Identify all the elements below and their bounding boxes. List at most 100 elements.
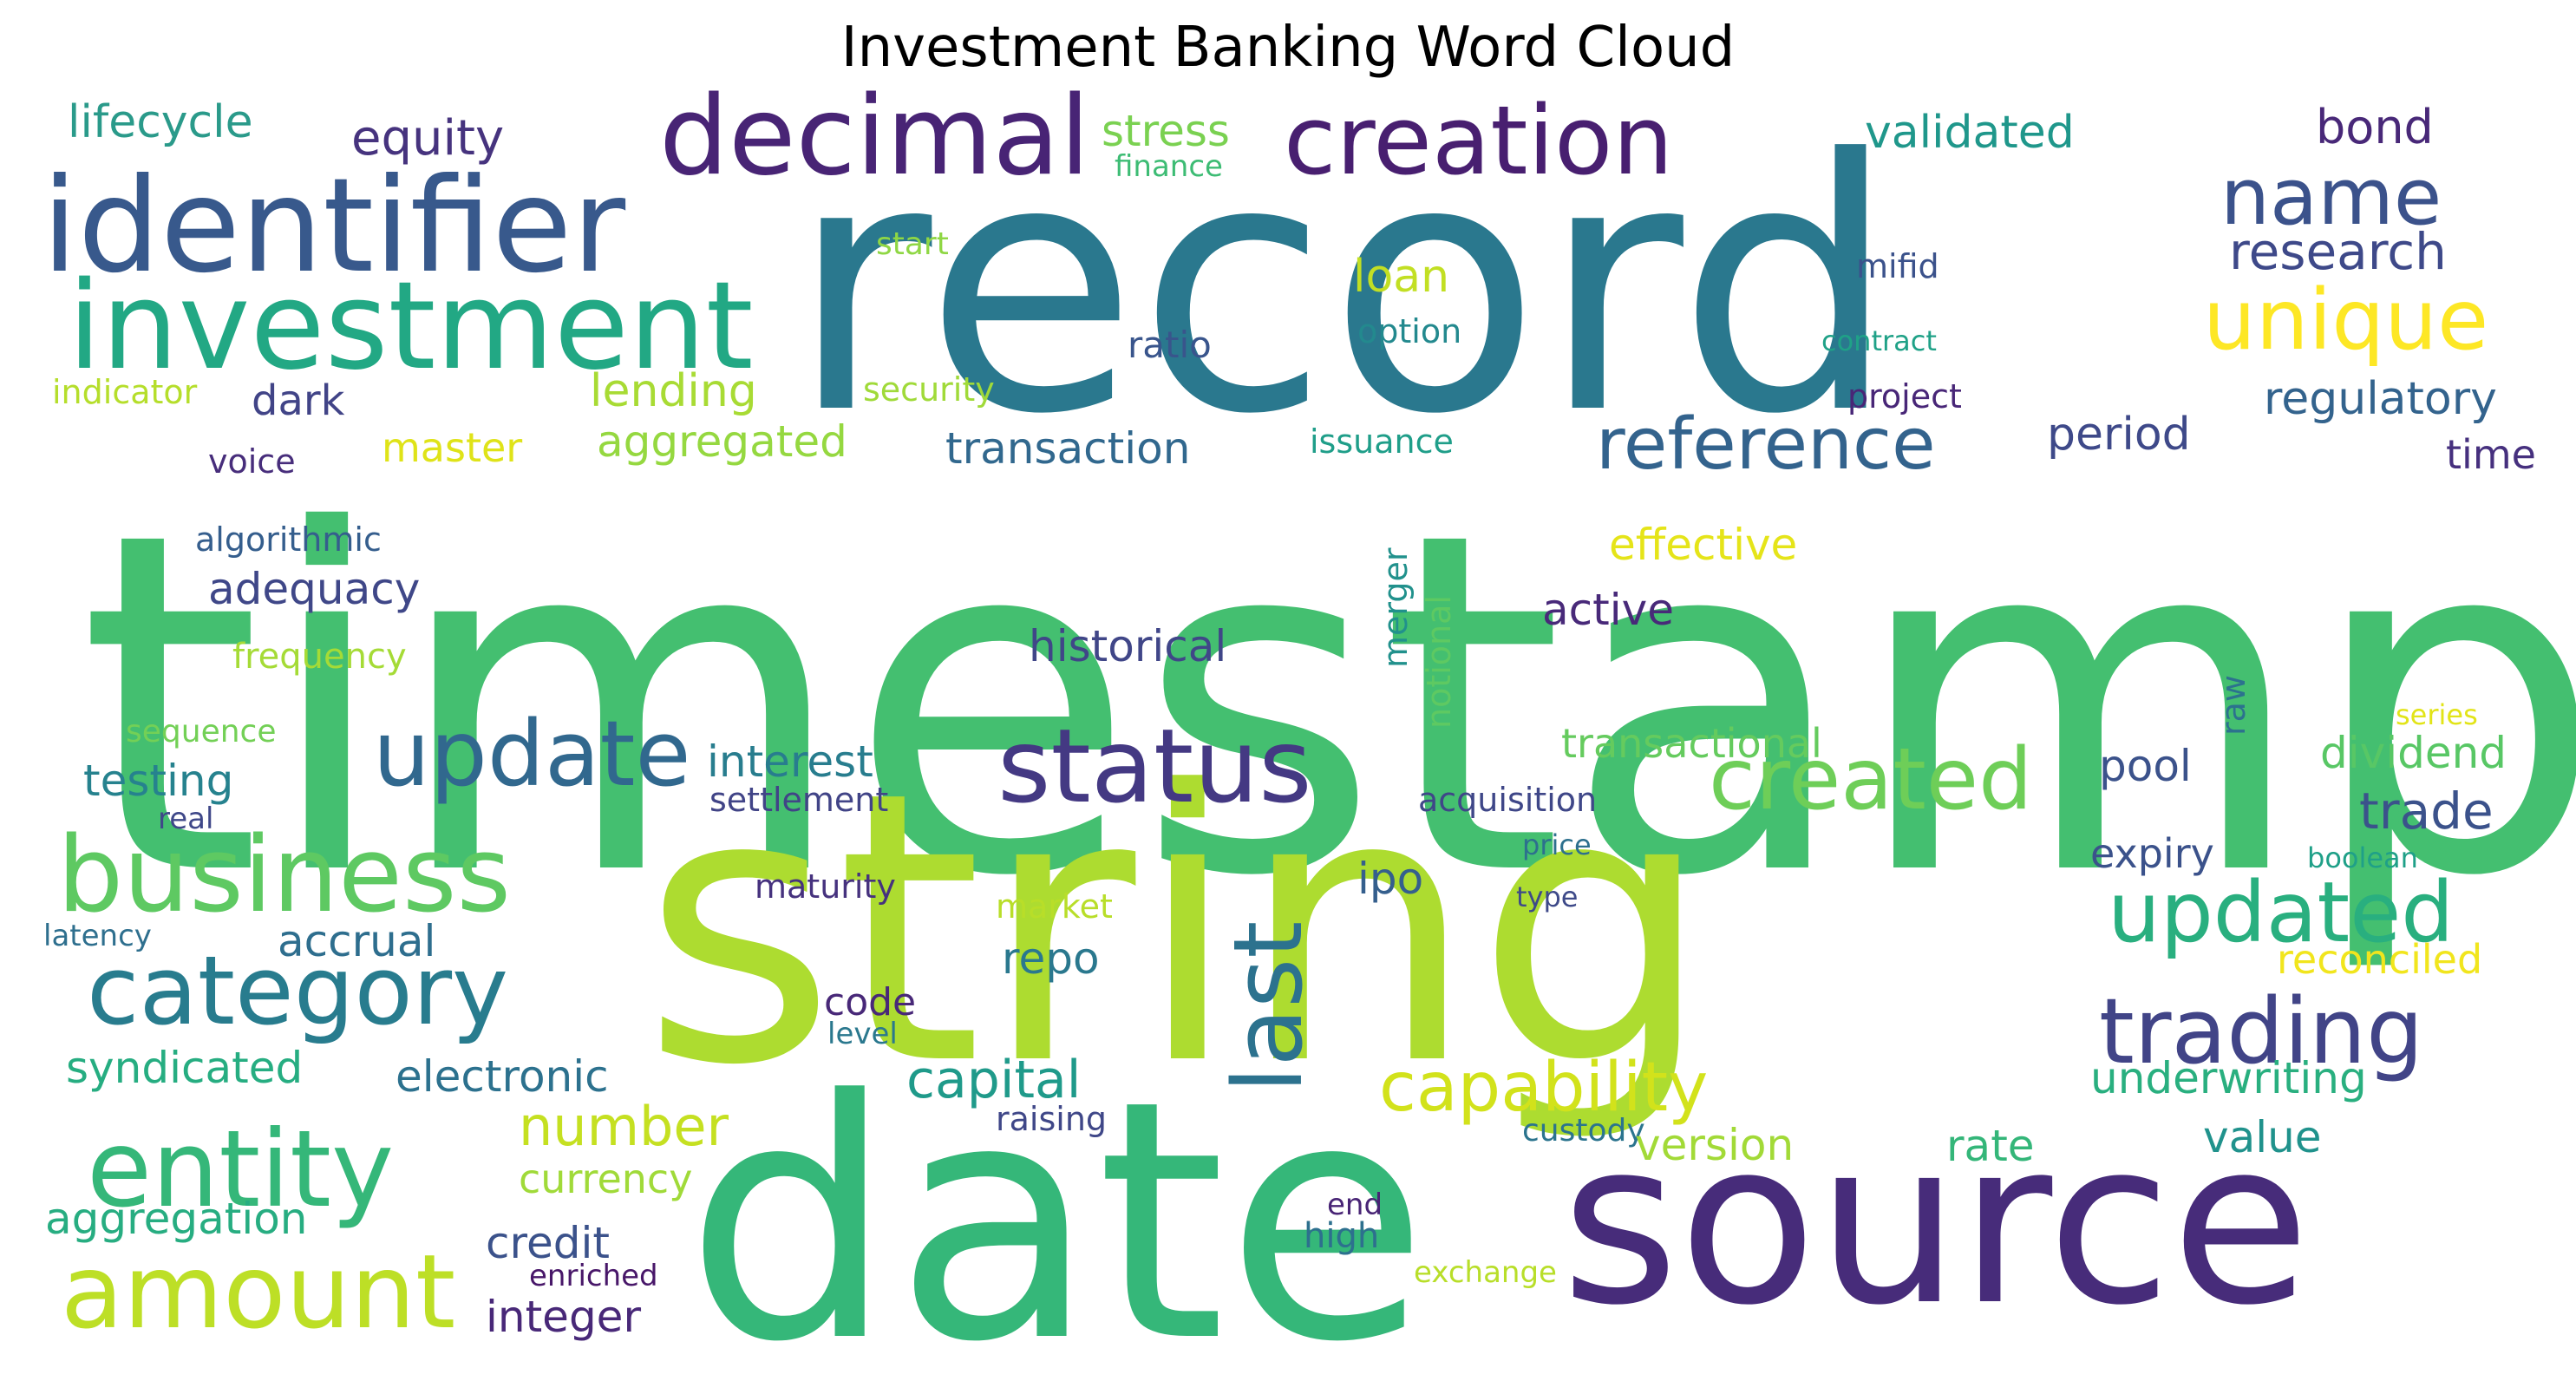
word-dividend: dividend <box>2320 728 2507 778</box>
word-historical: historical <box>1029 621 1226 671</box>
word-interest: interest <box>707 736 873 787</box>
word-exchange: exchange <box>1414 1255 1557 1290</box>
word-active: active <box>1542 585 1674 635</box>
word-custody: custody <box>1522 1113 1645 1149</box>
word-market: market <box>996 887 1113 926</box>
word-source: source <box>1561 1093 2310 1355</box>
word-lending: lending <box>590 365 757 417</box>
word-master: master <box>382 424 522 471</box>
word-notional: notional <box>1420 595 1458 729</box>
word-maturity: maturity <box>755 867 896 906</box>
word-enriched: enriched <box>529 1259 658 1293</box>
word-syndicated: syndicated <box>66 1043 303 1093</box>
word-category: category <box>87 935 508 1046</box>
word-security: security <box>863 370 995 409</box>
word-identifier: identifier <box>42 151 625 302</box>
word-aggregated: aggregated <box>597 416 847 467</box>
word-name: name <box>2220 152 2442 243</box>
word-algorithmic: algorithmic <box>195 520 382 559</box>
word-unique: unique <box>2203 272 2488 369</box>
word-raw: raw <box>2214 675 2252 736</box>
word-date: date <box>685 1030 1429 1381</box>
word-credit: credit <box>486 1218 610 1268</box>
word-issuance: issuance <box>1310 422 1454 461</box>
word-merger: merger <box>1376 547 1415 668</box>
word-type: type <box>1516 880 1578 913</box>
word-price: price <box>1522 828 1592 861</box>
word-reconciled: reconciled <box>2277 936 2482 983</box>
word-option: option <box>1357 312 1461 350</box>
word-frequency: frequency <box>232 637 407 677</box>
word-level: level <box>827 1017 898 1051</box>
word-creation: creation <box>1284 85 1673 196</box>
word-business: business <box>57 815 511 936</box>
word-capability: capability <box>1379 1049 1708 1127</box>
word-integer: integer <box>486 1292 641 1342</box>
word-adequacy: adequacy <box>208 564 420 614</box>
word-indicator: indicator <box>52 373 198 411</box>
word-status: status <box>997 706 1312 826</box>
word-amount: amount <box>61 1232 455 1352</box>
word-accrual: accrual <box>278 916 435 966</box>
word-regulatory: regulatory <box>2264 373 2497 425</box>
word-time: time <box>2446 431 2536 478</box>
word-repo: repo <box>1002 933 1100 984</box>
word-lifecycle: lifecycle <box>68 96 253 148</box>
word-stress: stress <box>1102 106 1230 156</box>
word-version: version <box>1635 1120 1794 1170</box>
word-bond: bond <box>2316 100 2434 154</box>
word-boolean: boolean <box>2307 841 2418 874</box>
word-contract: contract <box>1821 324 1937 357</box>
word-electronic: electronic <box>396 1051 609 1102</box>
word-finance: finance <box>1115 149 1223 184</box>
word-mifid: mifid <box>1856 247 1939 285</box>
word-transactional: transactional <box>1561 720 1822 767</box>
word-underwriting: underwriting <box>2090 1053 2367 1103</box>
word-trade: trade <box>2359 782 2494 841</box>
word-series: series <box>2396 698 2478 731</box>
word-validated: validated <box>1865 107 2075 159</box>
word-investment: investment <box>68 256 754 397</box>
word-testing: testing <box>83 756 233 806</box>
word-real: real <box>158 802 213 836</box>
word-string: string <box>642 713 1712 1147</box>
word-timestamp: timestamp <box>78 434 2576 978</box>
word-updated: updated <box>2108 864 2454 961</box>
word-end: end <box>1327 1188 1383 1222</box>
word-equity: equity <box>351 110 504 167</box>
word-capital: capital <box>906 1050 1081 1110</box>
word-start: start <box>876 226 949 262</box>
word-project: project <box>1847 377 1962 416</box>
word-sequence: sequence <box>126 714 276 749</box>
word-created: created <box>1709 730 2032 829</box>
word-trading: trading <box>2099 978 2423 1084</box>
word-last: last <box>1213 921 1324 1093</box>
word-settlement: settlement <box>709 781 888 819</box>
word-number: number <box>519 1095 729 1158</box>
word-entity: entity <box>87 1108 394 1231</box>
word-aggregation: aggregation <box>45 1194 308 1244</box>
chart-title: Investment Banking Word Cloud <box>840 16 1736 80</box>
word-research: research <box>2229 222 2447 281</box>
word-dark: dark <box>252 376 345 425</box>
word-code: code <box>824 980 916 1024</box>
word-ipo: ipo <box>1357 854 1423 904</box>
word-expiry: expiry <box>2090 830 2214 877</box>
word-currency: currency <box>519 1155 692 1202</box>
word-raising: raising <box>996 1100 1107 1138</box>
word-high: high <box>1304 1216 1379 1256</box>
word-ratio: ratio <box>1128 324 1212 366</box>
word-pool: pool <box>2099 741 2192 791</box>
word-record: record <box>789 87 1898 490</box>
word-value: value <box>2203 1112 2322 1162</box>
word-latency: latency <box>43 919 152 953</box>
word-rate: rate <box>1946 1121 2035 1171</box>
word-acquisition: acquisition <box>1418 781 1597 819</box>
word-voice: voice <box>208 442 296 481</box>
word-effective: effective <box>1609 520 1797 570</box>
word-loan: loan <box>1353 251 1449 303</box>
word-update: update <box>373 701 690 807</box>
word-decimal: decimal <box>659 72 1090 200</box>
